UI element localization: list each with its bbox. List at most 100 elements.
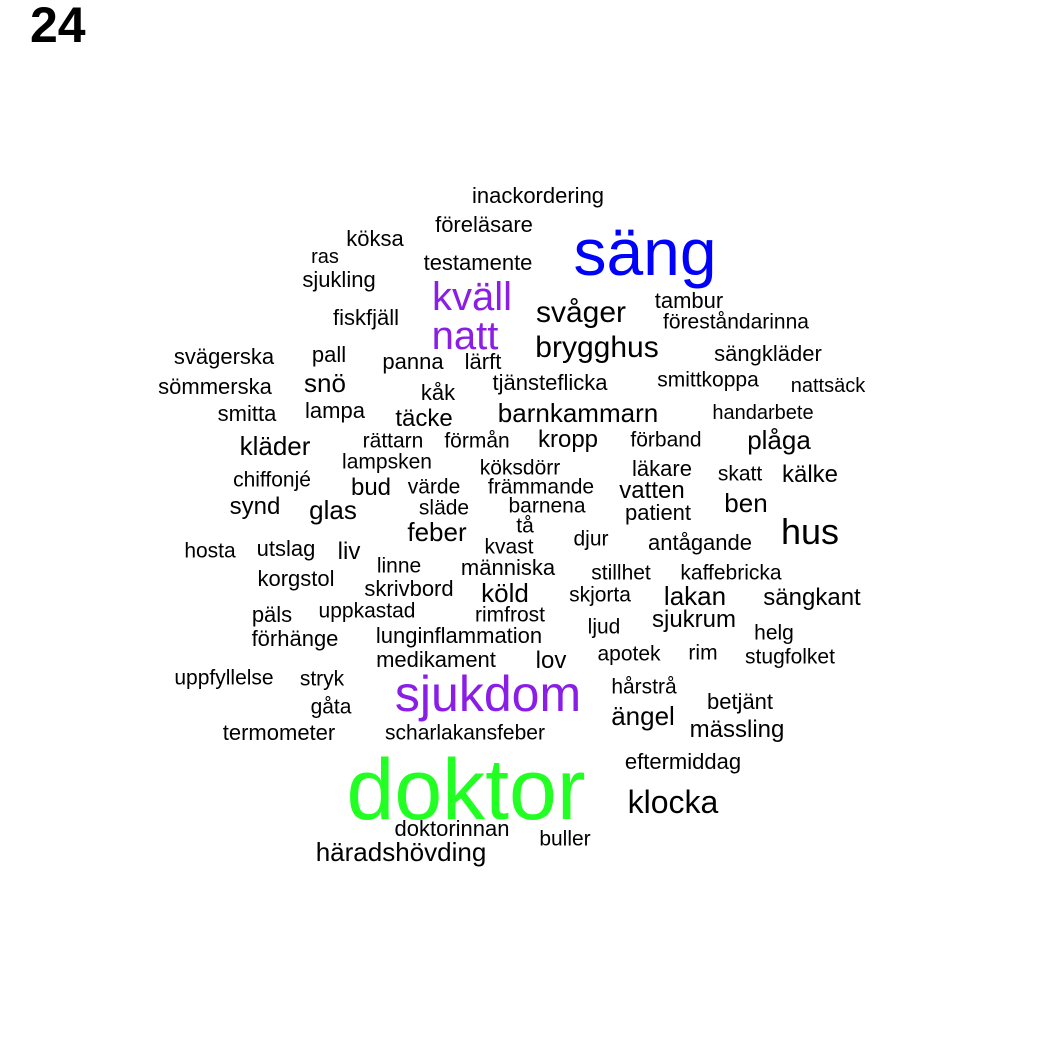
word-vatten: vatten xyxy=(619,477,685,504)
word-glas: glas xyxy=(309,495,357,525)
word-helg: helg xyxy=(754,621,794,645)
word-rim: rim xyxy=(688,641,718,665)
word-bud: bud xyxy=(350,474,392,501)
word-skjorta: skjorta xyxy=(569,583,631,607)
word-apotek: apotek xyxy=(597,642,661,666)
word-tambur: tambur xyxy=(654,288,724,313)
word-hosta: hosta xyxy=(184,539,236,563)
word-stillhet: stillhet xyxy=(591,561,651,585)
word-rattarn: rättarn xyxy=(362,429,424,453)
word-korgstol: korgstol xyxy=(257,566,335,591)
word-medikament: medikament xyxy=(376,647,496,672)
word-lampa: lampa xyxy=(305,398,365,423)
word-skrivbord: skrivbord xyxy=(364,576,454,601)
word-manniska: människa xyxy=(460,555,556,580)
word-sommerska: sömmerska xyxy=(158,374,272,399)
word-lakare: läkare xyxy=(632,456,692,481)
word-gata: gåta xyxy=(310,695,352,719)
word-harstra: hårstrå xyxy=(611,675,677,699)
word-barnkammarn: barnkammarn xyxy=(497,398,659,428)
word-svager: svåger xyxy=(535,296,627,329)
word-tjansteflicka: tjänsteflicka xyxy=(492,370,608,395)
word-eftermiddag: eftermiddag xyxy=(624,749,742,774)
word-kak: kåk xyxy=(420,380,456,405)
word-lampsken: lampsken xyxy=(342,450,432,474)
word-kalke: kälke xyxy=(781,461,839,488)
word-frammande: främmande xyxy=(487,475,595,499)
word-buller: buller xyxy=(539,827,591,851)
word-sjukling: sjukling xyxy=(302,267,376,292)
word-chiffonje: chiffonjé xyxy=(233,468,311,492)
word-fiskfjall: fiskfjäll xyxy=(332,305,400,330)
word-rimfrost: rimfrost xyxy=(475,603,545,627)
word-plaga: plåga xyxy=(747,425,811,455)
word-smittkoppa: smittkoppa xyxy=(657,368,759,392)
word-ben: ben xyxy=(724,488,768,518)
word-klader: kläder xyxy=(239,431,311,461)
word-slade: släde xyxy=(418,496,470,520)
word-sjukrum: sjukrum xyxy=(651,606,737,633)
word-doktor: doktor xyxy=(346,742,586,838)
word-smitta: smitta xyxy=(217,401,277,426)
word-djur: djur xyxy=(573,527,609,551)
word-larft: lärft xyxy=(464,349,502,374)
word-testamente: testamente xyxy=(423,250,533,275)
word-natt: natt xyxy=(431,314,499,358)
word-sno: snö xyxy=(304,368,346,398)
word-angel: ängel xyxy=(611,701,675,731)
word-lunginflammation: lunginflammation xyxy=(375,623,543,648)
word-lakan: lakan xyxy=(663,581,727,611)
word-handarbete: handarbete xyxy=(712,402,814,424)
word-stugfolket: stugfolket xyxy=(745,645,835,669)
word-ras: ras xyxy=(311,246,339,268)
word-forman: förmån xyxy=(444,429,510,453)
word-uppfyllelse: uppfyllelse xyxy=(174,666,274,690)
word-koksdorr: köksdörr xyxy=(479,456,561,480)
word-svagerska: svägerska xyxy=(173,344,275,369)
word-antagande: antågande xyxy=(648,530,752,555)
word-linne: linne xyxy=(376,554,422,578)
word-uppkastad: uppkastad xyxy=(318,599,416,623)
word-panna: panna xyxy=(382,349,444,374)
word-koksa: köksa xyxy=(346,226,404,251)
word-kvast: kvast xyxy=(484,535,534,559)
word-tacke: täcke xyxy=(395,405,453,432)
word-nattsack: nattsäck xyxy=(790,375,866,397)
word-scharlakansfeber: scharlakansfeber xyxy=(385,721,545,745)
word-sang: säng xyxy=(573,215,717,289)
page-number: 24 xyxy=(30,0,86,53)
word-ta: tå xyxy=(516,514,534,538)
word-forelasare: föreläsare xyxy=(435,212,533,237)
word-kvall: kväll xyxy=(431,275,513,319)
word-pall: pall xyxy=(311,342,347,367)
word-ljud: ljud xyxy=(587,615,621,639)
word-haradshovding: häradshövding xyxy=(315,837,487,867)
word-forband: förband xyxy=(630,428,702,452)
word-klocka: klocka xyxy=(627,784,719,820)
word-sangklader: sängkläder xyxy=(714,341,822,366)
word-kold: köld xyxy=(481,578,529,608)
word-synd: synd xyxy=(229,493,281,520)
word-kaffebricka: kaffebricka xyxy=(680,561,782,585)
word-doktorinnan: doktorinnan xyxy=(394,816,510,841)
word-brygghus: brygghus xyxy=(535,331,659,364)
word-forhange: förhänge xyxy=(251,626,339,651)
word-hus: hus xyxy=(780,511,840,552)
word-feber: feber xyxy=(407,517,467,547)
word-patient: patient xyxy=(624,500,692,525)
word-varde: värde xyxy=(407,475,461,499)
word-liv: liv xyxy=(337,538,361,565)
word-stryk: stryk xyxy=(299,667,345,691)
word-sangkant: sängkant xyxy=(763,584,861,611)
word-kropp: kropp xyxy=(537,426,599,453)
word-utslag: utslag xyxy=(256,536,316,561)
word-inackordering: inackordering xyxy=(471,183,605,208)
word-betjant: betjänt xyxy=(706,689,774,714)
word-barnena: barnena xyxy=(508,494,586,518)
word-lov: lov xyxy=(535,647,567,674)
word-skatt: skatt xyxy=(717,462,763,486)
word-sjukdom: sjukdom xyxy=(394,666,582,722)
word-pals: päls xyxy=(251,602,293,627)
word-forestandarinna: föreståndarinna xyxy=(663,310,809,334)
